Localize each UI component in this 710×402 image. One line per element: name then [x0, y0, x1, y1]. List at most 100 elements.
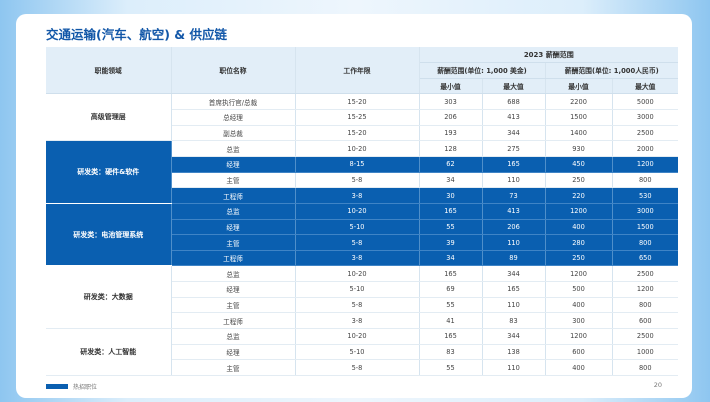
- position-cell: 总监: [171, 328, 296, 345]
- usd-min-cell: 165: [419, 265, 483, 283]
- table-row: 总经理 15-25 206 413 1500 3000: [46, 109, 679, 126]
- position-cell: 主管: [171, 359, 296, 376]
- usd-min-cell: 83: [419, 344, 483, 361]
- rmb-min-cell: 1200: [545, 328, 613, 345]
- years-cell: 3-8: [295, 250, 420, 267]
- years-cell: 3-8: [295, 312, 420, 330]
- position-cell: 首席执行官/总裁: [171, 93, 296, 111]
- usd-min-cell: 34: [419, 250, 483, 267]
- rmb-max-cell: 5000: [612, 93, 679, 111]
- years-cell: 10-20: [295, 265, 420, 283]
- rmb-max-cell: 1000: [612, 344, 679, 361]
- usd-max-cell: 89: [482, 250, 546, 267]
- years-cell: 5-10: [295, 344, 420, 361]
- header-rmb: 薪酬范围(单位: 1,000人民币): [545, 62, 679, 79]
- rmb-min-cell: 450: [545, 156, 613, 173]
- usd-max-cell: 344: [482, 125, 546, 142]
- rmb-min-cell: 400: [545, 219, 613, 236]
- rmb-min-cell: 2200: [545, 93, 613, 111]
- usd-max-cell: 344: [482, 265, 546, 283]
- header-usd: 薪酬范围(单位: 1,000 美金): [419, 62, 546, 79]
- area-cell: 高级管理层: [46, 93, 172, 142]
- usd-max-cell: 73: [482, 187, 546, 204]
- header-rmb-min: 最小值: [545, 78, 613, 95]
- legend: 热招职位: [46, 382, 97, 391]
- usd-min-cell: 39: [419, 234, 483, 251]
- rmb-max-cell: 1200: [612, 281, 679, 298]
- table-row: 工程师 3-8 34 89 250 650: [46, 250, 679, 267]
- table-row: 主管 5-8 55 110 400 800: [46, 297, 679, 314]
- header-usd-max: 最大值: [482, 78, 546, 95]
- rmb-max-cell: 800: [612, 297, 679, 314]
- rmb-max-cell: 800: [612, 172, 679, 189]
- usd-max-cell: 688: [482, 93, 546, 111]
- years-cell: 10-20: [295, 203, 420, 220]
- rmb-min-cell: 930: [545, 140, 613, 157]
- table-row: 研发类：大数据 总监 10-20 165 344 1200 2500: [46, 265, 679, 330]
- years-cell: 5-8: [295, 297, 420, 314]
- legend-label: 热招职位: [73, 384, 98, 391]
- position-cell: 总经理: [171, 109, 296, 126]
- usd-min-cell: 128: [419, 140, 483, 157]
- table-row: 研发类：硬件&软件 总监 10-20 128 275 930 2000: [46, 140, 679, 204]
- rmb-max-cell: 2500: [612, 125, 679, 142]
- position-cell: 经理: [171, 156, 296, 173]
- rmb-max-cell: 2500: [612, 265, 679, 283]
- table-row: 工程师 3-8 41 83 300 600: [46, 312, 679, 330]
- usd-min-cell: 165: [419, 203, 483, 220]
- rmb-min-cell: 1500: [545, 109, 613, 126]
- header-position: 职位名称: [171, 47, 296, 95]
- rmb-min-cell: 250: [545, 250, 613, 267]
- usd-min-cell: 206: [419, 109, 483, 126]
- usd-min-cell: 30: [419, 187, 483, 204]
- usd-max-cell: 110: [482, 359, 546, 376]
- years-cell: 3-8: [295, 187, 420, 204]
- usd-min-cell: 193: [419, 125, 483, 142]
- years-cell: 15-20: [295, 93, 420, 111]
- rmb-max-cell: 650: [612, 250, 679, 267]
- content-card: 交通运输(汽车、航空) & 供应链 职能领域 职位名称 工作年限 2023 薪酬…: [16, 14, 692, 398]
- rmb-min-cell: 1400: [545, 125, 613, 142]
- area-cell: 研发类：硬件&软件: [46, 140, 172, 204]
- rmb-min-cell: 300: [545, 312, 613, 330]
- rmb-max-cell: 3000: [612, 203, 679, 220]
- table-row: 研发类：人工智能 总监 10-20 165 344 1200 2500: [46, 328, 679, 376]
- position-cell: 工程师: [171, 312, 296, 330]
- table-row: 经理 5-10 69 165 500 1200: [46, 281, 679, 298]
- rmb-min-cell: 250: [545, 172, 613, 189]
- usd-max-cell: 413: [482, 203, 546, 220]
- rmb-max-cell: 1200: [612, 156, 679, 173]
- usd-max-cell: 165: [482, 156, 546, 173]
- table-row: 主管 5-8 55 110 400 800: [46, 359, 679, 376]
- usd-max-cell: 110: [482, 172, 546, 189]
- table-row: 研发类：电池管理系统 总监 10-20 165 413 1200 3000: [46, 203, 679, 267]
- rmb-max-cell: 530: [612, 187, 679, 204]
- usd-max-cell: 165: [482, 281, 546, 298]
- usd-min-cell: 55: [419, 219, 483, 236]
- usd-max-cell: 110: [482, 297, 546, 314]
- header-usd-min: 最小值: [419, 78, 483, 95]
- usd-max-cell: 344: [482, 328, 546, 345]
- page-title: 交通运输(汽车、航空) & 供应链: [46, 27, 228, 42]
- table-row: 副总裁 15-20 193 344 1400 2500: [46, 125, 679, 142]
- rmb-min-cell: 280: [545, 234, 613, 251]
- header-area: 职能领域: [46, 47, 172, 95]
- salary-table: 职能领域 职位名称 工作年限 2023 薪酬范围 薪酬范围(单位: 1,000 …: [46, 47, 679, 376]
- rmb-max-cell: 3000: [612, 109, 679, 126]
- rmb-min-cell: 400: [545, 297, 613, 314]
- rmb-max-cell: 2500: [612, 328, 679, 345]
- header-rmb-max: 最大值: [612, 78, 679, 95]
- position-cell: 总监: [171, 140, 296, 157]
- years-cell: 10-20: [295, 328, 420, 345]
- usd-min-cell: 62: [419, 156, 483, 173]
- table-row: 经理 5-10 55 206 400 1500: [46, 219, 679, 236]
- table-row: 工程师 3-8 30 73 220 530: [46, 187, 679, 204]
- page-number: 20: [653, 381, 662, 389]
- legend-swatch: [46, 384, 68, 389]
- position-cell: 主管: [171, 234, 296, 251]
- table-row: 经理 8-15 62 165 450 1200: [46, 156, 679, 173]
- years-cell: 10-20: [295, 140, 420, 157]
- usd-min-cell: 41: [419, 312, 483, 330]
- area-cell: 研发类：电池管理系统: [46, 203, 172, 267]
- usd-min-cell: 34: [419, 172, 483, 189]
